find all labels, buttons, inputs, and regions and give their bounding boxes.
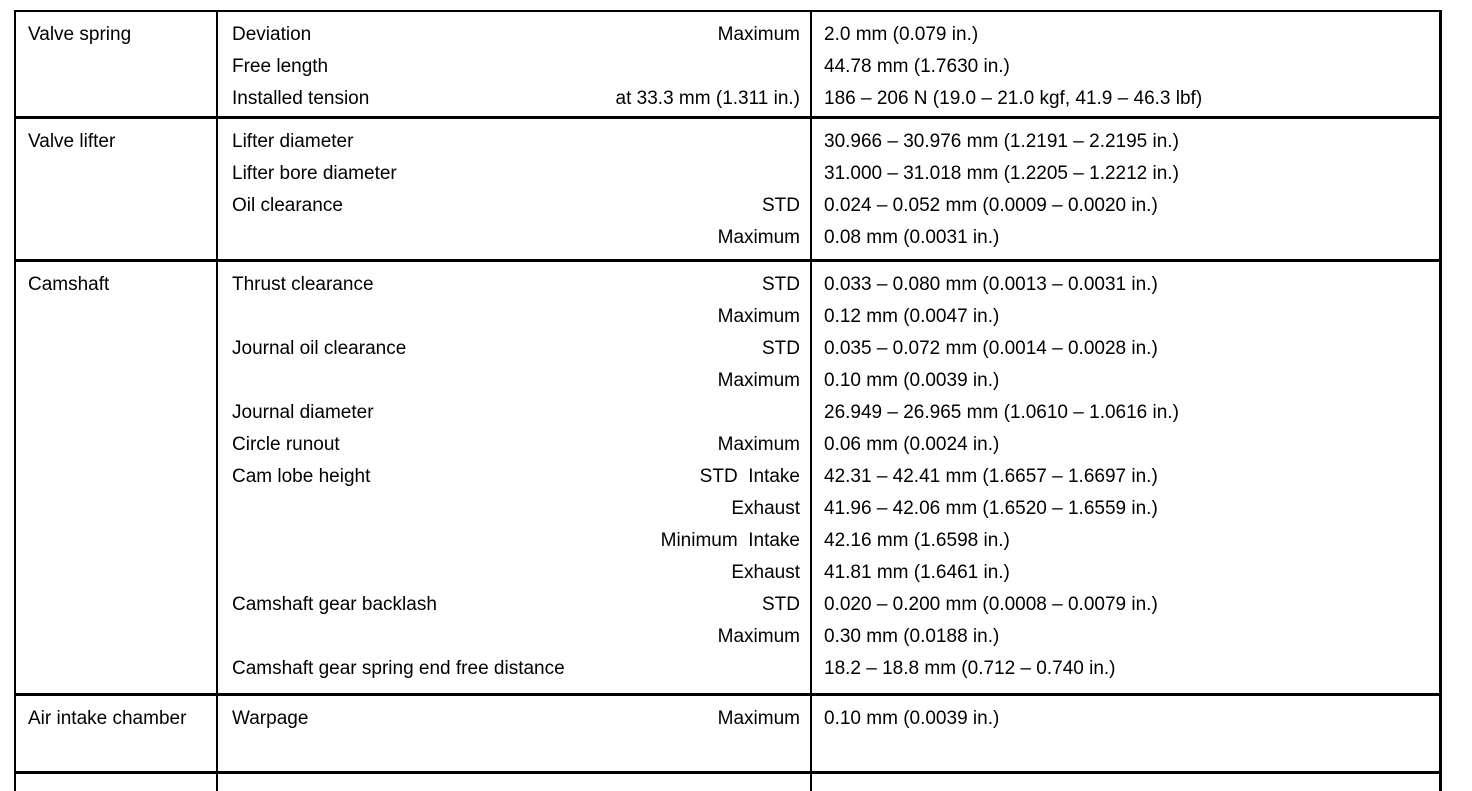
spec-qualifier: STD	[762, 274, 800, 295]
spec-qualifier: STD	[762, 338, 800, 359]
spec-item-row: Lifter diameter	[232, 126, 800, 158]
spec-qualifier: Maximum	[717, 434, 800, 455]
spec-value: 42.31 – 42.41 mm (1.6657 – 1.6697 in.)	[824, 466, 1158, 487]
values-cell: 30.966 – 30.976 mm (1.2191 – 2.2195 in.)…	[812, 119, 1439, 259]
spec-value: 44.78 mm (1.7630 in.)	[824, 56, 1010, 77]
spec-section: Air intake chamber Warpage Maximum 0.10 mm …	[16, 693, 1439, 771]
spec-qualifier: STD	[762, 195, 800, 216]
spec-item-row: Deviation Maximum	[232, 19, 800, 51]
spec-value: 0.30 mm (0.0188 in.)	[824, 626, 1000, 647]
spec-item-row: Lifter bore diameter	[232, 158, 800, 190]
spec-qualifier: Maximum	[717, 227, 800, 248]
component-name: Valve lifter	[28, 131, 116, 152]
spec-value: 41.96 – 42.06 mm (1.6520 – 1.6559 in.)	[824, 498, 1158, 519]
spec-section: Valve spring Deviation Maximum Free length I…	[16, 12, 1439, 116]
spec-items-cell: Lifter diameter Lifter bore diameter Oil c…	[218, 119, 812, 259]
spec-item-label: Lifter bore diameter	[232, 163, 397, 184]
spec-item-label: Journal oil clearance	[232, 338, 407, 359]
spec-section: Camshaft Thrust clearance STD Maximum Journa…	[16, 259, 1439, 693]
spec-item-row: Exhaust	[232, 493, 800, 525]
spec-qualifier: Maximum	[717, 24, 800, 45]
spec-item-row: Minimum Intake	[232, 525, 800, 557]
spec-value: 0.035 – 0.072 mm (0.0014 – 0.0028 in.)	[824, 338, 1158, 359]
spec-qualifier: Exhaust	[731, 562, 800, 583]
spec-items-cell: Thrust clearance STD Maximum Journal oil cl…	[218, 262, 812, 693]
spec-section: Valve lifter Lifter diameter Lifter bore d…	[16, 116, 1439, 259]
spec-value: 41.81 mm (1.6461 in.)	[824, 562, 1010, 583]
spec-value: 18.2 – 18.8 mm (0.712 – 0.740 in.)	[824, 658, 1116, 679]
values-cell: 0.10 mm (0.0039 in.)	[812, 696, 1439, 771]
component-cell: Camshaft	[16, 262, 218, 693]
spec-value: 0.020 – 0.200 mm (0.0008 – 0.0079 in.)	[824, 594, 1158, 615]
spec-item-row: Circle runout Maximum	[232, 429, 800, 461]
spec-item-row: Installed tension at 33.3 mm (1.311 in.)	[232, 83, 800, 115]
component-cell: Valve spring	[16, 12, 218, 116]
spec-value: 2.0 mm (0.079 in.)	[824, 24, 979, 45]
spec-item-label: Circle runout	[232, 434, 340, 455]
partial-bottom-row	[16, 771, 1439, 791]
spec-qualifier: STD	[762, 594, 800, 615]
values-cell: 0.033 – 0.080 mm (0.0013 – 0.0031 in.) 0.…	[812, 262, 1439, 693]
spec-value: 0.08 mm (0.0031 in.)	[824, 227, 1000, 248]
spec-item-label: Installed tension	[232, 88, 370, 109]
spec-item-label: Deviation	[232, 24, 312, 45]
specifications-table: Valve spring Deviation Maximum Free length I…	[14, 10, 1442, 791]
spec-item-row: Camshaft gear backlash STD	[232, 589, 800, 621]
spec-qualifier: Maximum	[717, 708, 800, 729]
spec-qualifier: Minimum Intake	[660, 530, 800, 551]
component-cell	[16, 774, 218, 791]
spec-item-row: Cam lobe height STD Intake	[232, 461, 800, 493]
component-cell: Air intake chamber	[16, 696, 218, 771]
spec-item-label: Journal diameter	[232, 402, 374, 423]
spec-item-row: Journal diameter	[232, 397, 800, 429]
values-cell	[812, 774, 1439, 791]
spec-value: 0.12 mm (0.0047 in.)	[824, 306, 1000, 327]
spec-item-row: Maximum	[232, 621, 800, 653]
spec-value: 0.024 – 0.052 mm (0.0009 – 0.0020 in.)	[824, 195, 1158, 216]
spec-item-row: Maximum	[232, 222, 800, 254]
spec-qualifier: STD Intake	[699, 466, 800, 487]
spec-qualifier: Maximum	[717, 306, 800, 327]
spec-qualifier: Exhaust	[731, 498, 800, 519]
spec-item-row: Camshaft gear spring end free distance	[232, 653, 800, 685]
spec-item-label: Cam lobe height	[232, 466, 371, 487]
spec-item-label: Warpage	[232, 708, 309, 729]
spec-value: 186 – 206 N (19.0 – 21.0 kgf, 41.9 – 46.…	[824, 88, 1203, 109]
spec-item-row: Warpage Maximum	[232, 703, 800, 735]
spec-item-label: Camshaft gear backlash	[232, 594, 437, 615]
spec-item-label: Camshaft gear spring end free distance	[232, 658, 565, 679]
spec-value: 31.000 – 31.018 mm (1.2205 – 1.2212 in.)	[824, 163, 1179, 184]
spec-value: 0.10 mm (0.0039 in.)	[824, 708, 1000, 729]
spec-item-row: Exhaust	[232, 557, 800, 589]
spec-items-cell	[218, 774, 812, 791]
spec-item-row: Oil clearance STD	[232, 190, 800, 222]
spec-qualifier: Maximum	[717, 626, 800, 647]
spec-value: 26.949 – 26.965 mm (1.0610 – 1.0616 in.)	[824, 402, 1179, 423]
spec-value: 0.10 mm (0.0039 in.)	[824, 370, 1000, 391]
spec-item-row: Maximum	[232, 365, 800, 397]
spec-item-label: Thrust clearance	[232, 274, 374, 295]
spec-items-cell: Warpage Maximum	[218, 696, 812, 771]
component-name: Air intake chamber	[28, 708, 187, 729]
spec-item-row: Thrust clearance STD	[232, 269, 800, 301]
spec-value: 30.966 – 30.976 mm (1.2191 – 2.2195 in.)	[824, 131, 1179, 152]
spec-item-row: Journal oil clearance STD	[232, 333, 800, 365]
spec-qualifier: Maximum	[717, 370, 800, 391]
spec-item-row: Free length	[232, 51, 800, 83]
spec-item-label: Lifter diameter	[232, 131, 354, 152]
spec-value: 42.16 mm (1.6598 in.)	[824, 530, 1010, 551]
spec-qualifier: at 33.3 mm (1.311 in.)	[615, 88, 800, 109]
spec-item-label: Free length	[232, 56, 329, 77]
component-name: Valve spring	[28, 24, 132, 45]
values-cell: 2.0 mm (0.079 in.) 44.78 mm (1.7630 in.) 1…	[812, 12, 1439, 116]
spec-item-label: Oil clearance	[232, 195, 343, 216]
component-cell: Valve lifter	[16, 119, 218, 259]
spec-item-row: Maximum	[232, 301, 800, 333]
component-name: Camshaft	[28, 274, 110, 295]
spec-value: 0.06 mm (0.0024 in.)	[824, 434, 1000, 455]
spec-value: 0.033 – 0.080 mm (0.0013 – 0.0031 in.)	[824, 274, 1158, 295]
spec-items-cell: Deviation Maximum Free length Installed ten…	[218, 12, 812, 116]
